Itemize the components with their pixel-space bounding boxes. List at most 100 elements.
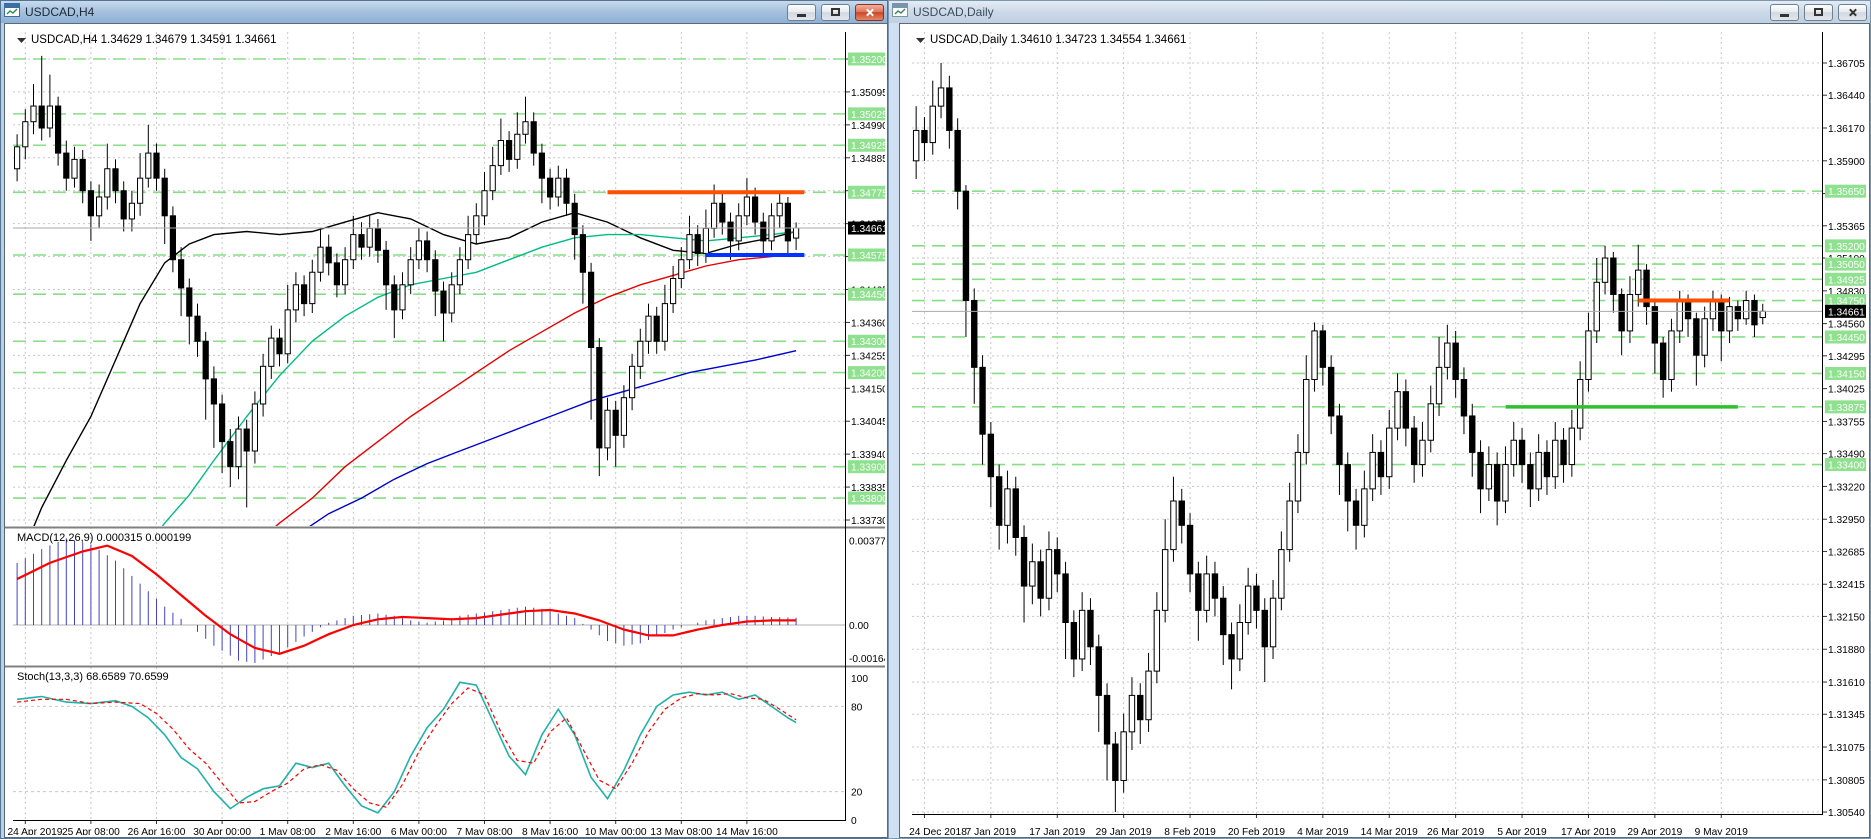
time-axis-label: 26 Mar 2019	[1427, 827, 1485, 835]
price-tick-label: 1.34025	[1828, 385, 1865, 396]
price-tag	[1825, 400, 1866, 414]
time-axis-label: 10 May 00:00	[585, 827, 647, 835]
price-tag	[848, 185, 885, 199]
price-tag	[1825, 294, 1866, 308]
price-tick-label: 1.31075	[1828, 743, 1865, 754]
svg-text:1.34775: 1.34775	[851, 188, 885, 199]
macd-label: MACD(12,26,9) 0.000315 0.000199	[17, 532, 191, 544]
svg-text:1.33800: 1.33800	[851, 494, 885, 505]
time-axis-label: 7 Jan 2019	[966, 827, 1017, 835]
price-tick-label: 1.34360	[851, 318, 885, 329]
time-axis-label: 8 Feb 2019	[1164, 827, 1216, 835]
price-tick-label: 1.33490	[1828, 450, 1865, 461]
chart-info-line: USDCAD,H4 1.34629 1.34679 1.34591 1.3466…	[31, 34, 277, 46]
ma-blue	[309, 350, 797, 526]
stoch-scale-label: 100	[851, 674, 868, 685]
price-tick-label: 1.34990	[851, 121, 885, 132]
svg-text:1.35025: 1.35025	[851, 110, 885, 121]
titlebar-usdcad-daily[interactable]: USDCAD,Daily	[889, 1, 1870, 23]
window-title: USDCAD,H4	[25, 5, 95, 19]
price-tag	[848, 138, 885, 152]
time-axis-label: 20 Feb 2019	[1228, 827, 1286, 835]
ma-black	[33, 211, 797, 526]
svg-text:1.35200: 1.35200	[1828, 242, 1865, 253]
price-tick-label: 1.30805	[1828, 776, 1865, 787]
price-tag	[1825, 184, 1866, 198]
close-button[interactable]	[1838, 3, 1867, 21]
h4-candles	[14, 55, 800, 508]
close-icon	[1848, 8, 1857, 17]
chart-window-icon	[4, 2, 20, 22]
symbol-dropdown-icon	[916, 38, 925, 43]
macd-scale-label: 0.00377	[849, 536, 885, 547]
svg-text:1.33900: 1.33900	[851, 463, 885, 474]
svg-text:1.35200: 1.35200	[851, 55, 885, 66]
stoch-scale-label: 80	[851, 702, 863, 713]
svg-text:1.34450: 1.34450	[1828, 333, 1865, 344]
price-tick-label: 1.32685	[1828, 547, 1865, 558]
price-tag	[848, 366, 885, 380]
window-usdcad-h4: USDCAD,H4 1.350951.349901.348851.346751.…	[0, 0, 888, 839]
time-axis-label: 24 Dec 2018	[909, 827, 967, 835]
svg-text:1.35650: 1.35650	[1828, 187, 1865, 198]
price-tag	[1825, 458, 1866, 472]
price-tick-label: 1.36170	[1828, 124, 1865, 135]
stoch-scale-label: 0	[851, 816, 857, 827]
svg-text:1.34150: 1.34150	[1828, 369, 1865, 380]
time-axis-label: 5 Apr 2019	[1497, 827, 1547, 835]
stoch-signal-line	[17, 687, 797, 808]
stoch-scale-label: 20	[851, 788, 863, 799]
svg-text:1.34925: 1.34925	[1828, 275, 1865, 286]
price-tick-label: 1.31345	[1828, 710, 1865, 721]
price-tick-label: 1.34150	[851, 384, 885, 395]
svg-text:1.34661: 1.34661	[851, 224, 885, 235]
close-button[interactable]	[855, 3, 884, 21]
price-tag	[848, 491, 885, 505]
macd-signal-line	[16, 544, 797, 655]
price-tick-label: 1.34560	[1828, 320, 1865, 331]
time-axis-label: 13 May 08:00	[650, 827, 712, 835]
price-tag	[848, 334, 885, 348]
daily-chart-canvas[interactable]: 1.367051.364401.361701.359001.353651.351…	[900, 24, 1867, 835]
minimize-button[interactable]	[787, 3, 816, 21]
window-usdcad-daily: USDCAD,Daily 1.36705 1.36440 1.36170 1.3590…	[888, 0, 1871, 839]
time-axis-label: 24 Apr 2019	[8, 827, 63, 835]
daily-chart-client: 1.367051.364401.361701.359001.353651.351…	[899, 23, 1870, 838]
macd-scale-label: 0.00	[849, 621, 869, 632]
price-tick-label: 1.32950	[1828, 515, 1865, 526]
stoch-main-line	[17, 681, 797, 814]
titlebar-usdcad-h4[interactable]: USDCAD,H4	[1, 1, 887, 23]
time-axis-label: 1 May 08:00	[260, 827, 316, 835]
time-axis-label: 30 Apr 00:00	[193, 827, 251, 835]
price-tick-label: 1.34830	[1828, 287, 1865, 298]
time-axis-label: 25 Apr 08:00	[62, 827, 120, 835]
svg-text:1.34200: 1.34200	[851, 369, 885, 380]
minimize-icon	[797, 14, 806, 17]
minimize-button[interactable]	[1770, 3, 1799, 21]
svg-text:1.34750: 1.34750	[1828, 297, 1865, 308]
price-tick-label: 1.34885	[851, 154, 885, 165]
price-tick-label: 1.36440	[1828, 91, 1865, 102]
price-tick-label: 1.34295	[1828, 352, 1865, 363]
price-tick-label: 1.35900	[1828, 157, 1865, 168]
price-tick-label: 1.33220	[1828, 482, 1865, 493]
h4-chart-canvas[interactable]: 1.350951.349901.348851.346751.344651.343…	[5, 24, 885, 835]
svg-text:1.34661: 1.34661	[1828, 307, 1865, 318]
price-tag	[848, 107, 885, 121]
restore-button[interactable]	[821, 3, 850, 21]
price-tick-label: 1.33835	[851, 483, 885, 494]
time-axis-label: 17 Apr 2019	[1561, 827, 1616, 835]
macd-scale-label: -0.001649	[849, 654, 885, 665]
h4-chart-client: 1.350951.349901.348851.346751.344651.343…	[4, 23, 888, 838]
minimize-icon	[1780, 14, 1789, 17]
price-tick-label: 1.34255	[851, 351, 885, 362]
svg-text:1.33875: 1.33875	[1828, 403, 1865, 414]
price-tag	[1825, 330, 1866, 344]
time-axis-label: 29 Apr 2019	[1627, 827, 1682, 835]
price-tick-label: 1.33755	[1828, 417, 1865, 428]
restore-icon	[831, 8, 840, 16]
svg-text:1.34450: 1.34450	[851, 290, 885, 301]
price-tick-label: 1.32415	[1828, 580, 1865, 591]
restore-button[interactable]	[1804, 3, 1833, 21]
price-tag	[1825, 239, 1866, 253]
